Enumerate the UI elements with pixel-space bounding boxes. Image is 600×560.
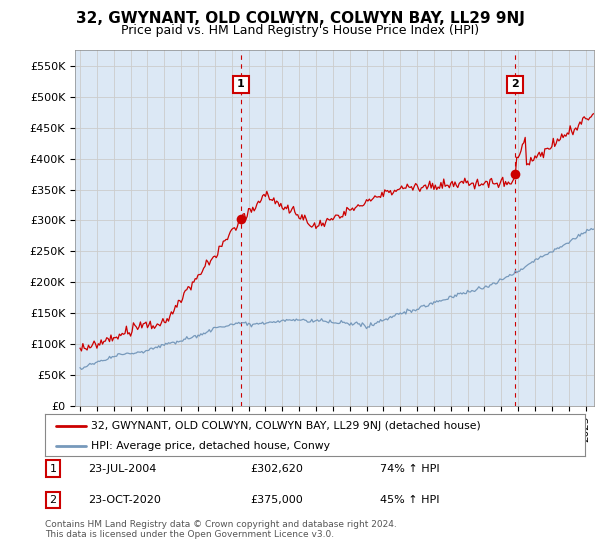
Text: 1: 1 [237,80,245,90]
Text: 2: 2 [511,80,518,90]
Text: Price paid vs. HM Land Registry's House Price Index (HPI): Price paid vs. HM Land Registry's House … [121,24,479,36]
Text: Contains HM Land Registry data © Crown copyright and database right 2024.
This d: Contains HM Land Registry data © Crown c… [45,520,397,539]
Text: £375,000: £375,000 [250,495,303,505]
Text: HPI: Average price, detached house, Conwy: HPI: Average price, detached house, Conw… [91,441,330,451]
Text: 2: 2 [50,495,56,505]
Text: £302,620: £302,620 [250,464,303,474]
Text: 1: 1 [50,464,56,474]
Text: 23-OCT-2020: 23-OCT-2020 [88,495,161,505]
Text: 32, GWYNANT, OLD COLWYN, COLWYN BAY, LL29 9NJ: 32, GWYNANT, OLD COLWYN, COLWYN BAY, LL2… [76,11,524,26]
Text: 45% ↑ HPI: 45% ↑ HPI [380,495,439,505]
Text: 23-JUL-2004: 23-JUL-2004 [88,464,157,474]
Text: 32, GWYNANT, OLD COLWYN, COLWYN BAY, LL29 9NJ (detached house): 32, GWYNANT, OLD COLWYN, COLWYN BAY, LL2… [91,421,481,431]
Text: 74% ↑ HPI: 74% ↑ HPI [380,464,439,474]
